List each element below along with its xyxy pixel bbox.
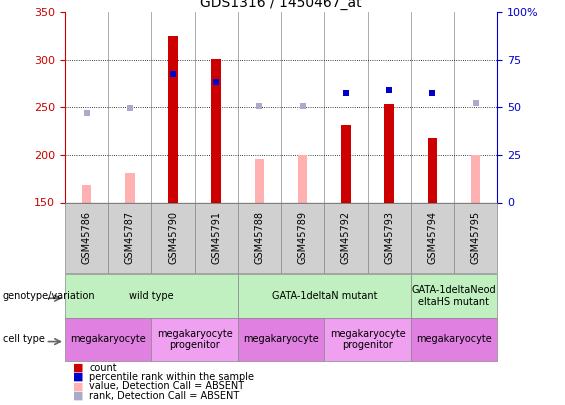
Bar [324,318,411,361]
Text: value, Detection Call = ABSENT: value, Detection Call = ABSENT [89,382,245,391]
Bar [428,138,437,202]
Text: GSM45791: GSM45791 [211,211,221,264]
Bar [411,274,497,318]
Bar [238,202,281,273]
Bar [367,202,411,273]
Text: GATA-1deltaNeod
eltaHS mutant: GATA-1deltaNeod eltaHS mutant [412,285,496,307]
Bar [281,202,324,273]
Bar [454,202,497,273]
Text: GSM45787: GSM45787 [125,211,135,264]
Bar [384,104,394,202]
Text: megakaryocyte: megakaryocyte [70,335,146,344]
Bar [65,274,238,318]
Bar [194,202,238,273]
Bar [341,126,351,202]
Text: GSM45795: GSM45795 [471,211,481,264]
Bar [211,59,221,202]
Bar [168,36,178,202]
Text: wild type: wild type [129,291,173,301]
Bar [151,202,194,273]
Bar [411,318,497,361]
Text: GSM45793: GSM45793 [384,211,394,264]
Bar [65,318,151,361]
Bar [125,173,134,202]
Bar [298,155,307,202]
Text: count: count [89,363,117,373]
Bar [324,202,368,273]
Text: GSM45790: GSM45790 [168,211,178,264]
Bar [108,202,151,273]
Text: cell type: cell type [3,335,45,344]
Text: rank, Detection Call = ABSENT: rank, Detection Call = ABSENT [89,391,240,401]
Text: ■: ■ [73,363,84,373]
Bar [255,159,264,202]
Text: megakaryocyte
progenitor: megakaryocyte progenitor [157,328,233,350]
Text: GSM45788: GSM45788 [254,211,264,264]
Text: GSM45786: GSM45786 [81,211,92,264]
Bar [411,202,454,273]
Bar [238,274,411,318]
Text: GATA-1deltaN mutant: GATA-1deltaN mutant [272,291,377,301]
Text: ■: ■ [73,391,84,401]
Title: GDS1316 / 1450467_at: GDS1316 / 1450467_at [200,0,362,10]
Text: ■: ■ [73,372,84,382]
Bar [238,318,324,361]
Text: GSM45789: GSM45789 [298,211,308,264]
Text: megakaryocyte
progenitor: megakaryocyte progenitor [329,328,406,350]
Bar [65,202,108,273]
Text: megakaryocyte: megakaryocyte [416,335,492,344]
Text: ■: ■ [73,382,84,391]
Text: genotype/variation: genotype/variation [3,291,95,301]
Bar [82,185,92,202]
Bar [471,155,480,202]
Text: GSM45794: GSM45794 [427,211,437,264]
Text: percentile rank within the sample: percentile rank within the sample [89,372,254,382]
Text: GSM45792: GSM45792 [341,211,351,264]
Text: megakaryocyte: megakaryocyte [243,335,319,344]
Bar [151,318,238,361]
